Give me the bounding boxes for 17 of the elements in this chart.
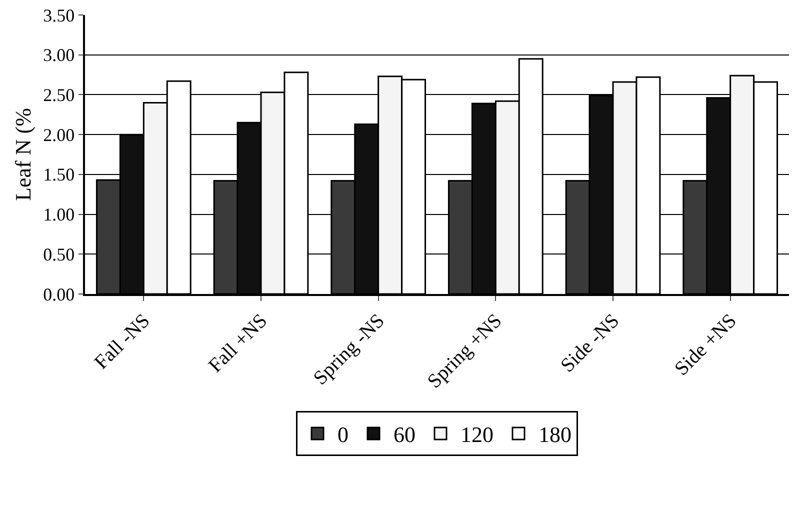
y-tick-label: 3.50: [43, 5, 75, 26]
y-tick-label: 1.00: [43, 204, 75, 225]
y-tick-label: 2.50: [43, 85, 75, 106]
x-tick-label: Fall +NS: [204, 310, 272, 377]
x-tick-label: Side -NS: [556, 310, 624, 377]
y-tick-label: 1.50: [43, 164, 75, 185]
y-tick-label: 2.00: [43, 124, 75, 145]
y-tick-label: 0.50: [43, 244, 75, 264]
x-tick-label: Fall -NS: [90, 310, 154, 374]
y-axis-title: Leaf N (%: [10, 108, 36, 201]
x-tick-label: Side +NS: [670, 310, 741, 380]
y-tick-label: 3.00: [43, 45, 75, 66]
legend-label: 180: [538, 422, 572, 448]
y-tick-label: 0.00: [43, 284, 75, 304]
legend-label: 60: [394, 422, 416, 448]
legend-label: 120: [460, 422, 494, 448]
legend-label: 0: [338, 422, 348, 448]
